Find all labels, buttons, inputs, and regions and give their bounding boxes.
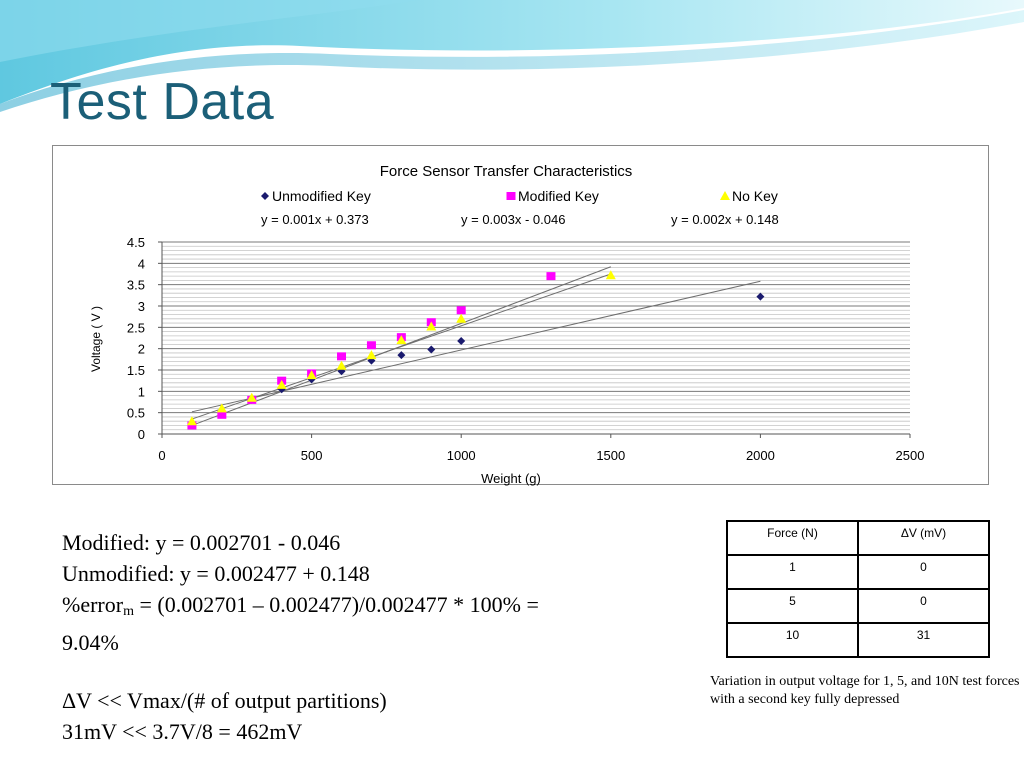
x-tick-label: 500 — [301, 448, 323, 463]
data-point — [756, 292, 765, 301]
data-point — [216, 403, 227, 413]
data-point — [456, 306, 466, 315]
data-point — [307, 375, 316, 384]
data-point — [396, 335, 407, 345]
data-point — [605, 270, 616, 280]
data-point — [366, 341, 376, 350]
table-row: 10 31 — [726, 622, 990, 658]
note-unmodified-equation: Unmodified: y = 0.002477 + 0.148 — [62, 561, 370, 586]
data-point — [426, 321, 437, 331]
y-tick-label: 3.5 — [127, 278, 145, 293]
y-tick-label: 4 — [138, 256, 145, 271]
series-points — [187, 292, 765, 428]
data-point — [276, 379, 287, 389]
legend-marker — [506, 192, 516, 200]
slide-title: Test Data — [50, 73, 275, 131]
header-swoosh-decoration — [0, 0, 1024, 112]
note-modified-equation: Modified: y = 0.002701 - 0.046 — [62, 530, 341, 555]
error-subscript: m — [123, 604, 134, 619]
note-error-formula: %errorm = (0.002701 – 0.002477)/0.002477… — [62, 589, 539, 627]
data-point — [336, 360, 347, 370]
x-tick-label: 0 — [158, 448, 165, 463]
note-delta-v-result: 31mV << 3.7V/8 = 462mV — [62, 719, 303, 744]
trendline-equation: y = 0.003x - 0.046 — [461, 212, 565, 227]
table-cell: 0 — [857, 588, 990, 624]
x-tick-label: 1000 — [447, 448, 476, 463]
data-point — [397, 351, 406, 360]
table-cell: 31 — [857, 622, 990, 658]
data-point — [246, 392, 257, 402]
y-tick-label: 2 — [138, 342, 145, 357]
chart-title: Force Sensor Transfer Characteristics — [380, 163, 633, 180]
series-points — [186, 270, 616, 426]
data-point — [306, 370, 317, 380]
axes: 0 0.5 1 1.5 2 2.5 3 3.5 4 4.5 0 500 1000 1500 2000 2500 — [127, 235, 925, 463]
trendline — [191, 273, 611, 420]
table-row: 5 0 — [726, 588, 990, 624]
legend-marker — [261, 192, 269, 200]
chart-area: Force Sensor Transfer Characteristics Un… — [52, 145, 989, 486]
data-points — [186, 270, 765, 430]
trendline — [191, 280, 761, 413]
force-deltav-table: Force (N) ΔV (mV) 1 0 5 0 10 31 — [726, 520, 990, 658]
legend-label: Modified Key — [518, 188, 599, 204]
note-delta-v-criterion: ΔV << Vmax/(# of output partitions) — [62, 688, 387, 713]
y-tick-label: 1.5 — [127, 363, 145, 378]
gridlines — [162, 241, 910, 435]
y-axis-label: Voltage ( V ) — [89, 306, 103, 372]
trendline-equation: y = 0.001x + 0.373 — [261, 212, 369, 227]
y-tick-label: 4.5 — [127, 235, 145, 250]
x-tick-label: 2000 — [746, 448, 775, 463]
x-tick-label: 1500 — [596, 448, 625, 463]
y-tick-label: 2.5 — [127, 320, 145, 335]
legend-label: Unmodified Key — [272, 188, 371, 204]
y-tick-label: 0 — [138, 427, 145, 442]
data-point — [546, 272, 556, 281]
table-cell: 10 — [726, 622, 859, 658]
x-axis-label: Weight (g) — [481, 471, 541, 486]
data-point — [427, 345, 436, 354]
y-tick-label: 1 — [138, 384, 145, 399]
table-row: 1 0 — [726, 554, 990, 590]
note-error-value: 9.04% — [62, 630, 119, 655]
chart-svg: Force Sensor Transfer Characteristics Un… — [89, 163, 925, 486]
data-point — [217, 410, 227, 419]
data-point — [186, 416, 197, 426]
table-header-row: Force (N) ΔV (mV) — [726, 520, 990, 556]
legend-marker — [720, 191, 730, 200]
table-cell: 5 — [726, 588, 859, 624]
header-force: Force (N) — [726, 520, 859, 556]
chart-legend: Unmodified Key y = 0.001x + 0.373 Modified… — [261, 188, 779, 227]
trendlines — [191, 266, 761, 426]
data-point — [456, 313, 467, 323]
data-point — [457, 336, 466, 345]
data-point — [366, 350, 377, 360]
legend-label: No Key — [732, 188, 778, 204]
header-delta-v: ΔV (mV) — [857, 520, 990, 556]
table-cell: 1 — [726, 554, 859, 590]
error-expression: = (0.002701 – 0.002477)/0.002477 * 100% … — [133, 592, 539, 617]
y-tick-label: 3 — [138, 299, 145, 314]
table-cell: 0 — [857, 554, 990, 590]
data-point — [187, 421, 197, 430]
y-tick-label: 0.5 — [127, 406, 145, 421]
table-caption: Variation in output voltage for 1, 5, an… — [710, 674, 1020, 707]
notes-block: Modified: y = 0.002701 - 0.046 Unmodifie… — [62, 527, 539, 747]
x-tick-label: 2500 — [896, 448, 925, 463]
trendline-equation: y = 0.002x + 0.148 — [671, 212, 779, 227]
error-label: %error — [62, 592, 124, 617]
data-point — [337, 352, 347, 361]
